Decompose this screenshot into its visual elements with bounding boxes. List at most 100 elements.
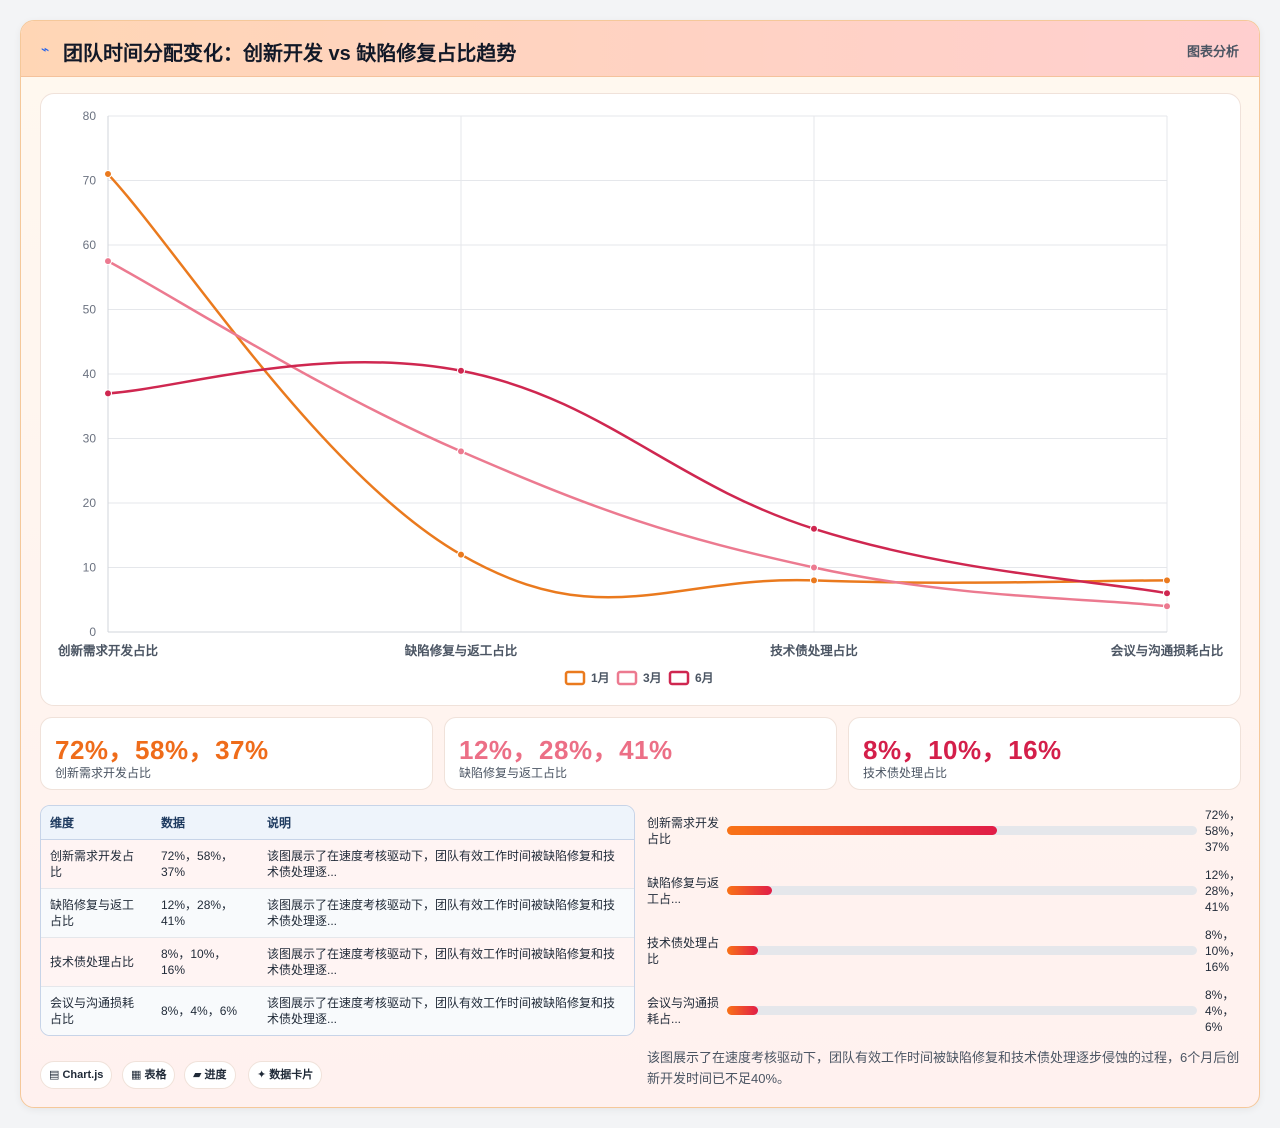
progress-track <box>727 886 1197 895</box>
table-cell: 该图展示了在速度考核驱动下，团队有效工作时间被缺陷修复和技术债处理逐... <box>267 946 616 977</box>
progress-row: 会议与沟通损耗占... 8%，4%，6% <box>645 988 1245 1045</box>
table-header-description: 说明 <box>258 806 634 840</box>
progress-row: 创新需求开发占比 72%，58%，37% <box>645 808 1245 865</box>
table-cell: 缺陷修复与返工占比 <box>50 897 135 928</box>
y-tick-label: 70 <box>83 174 97 188</box>
data-point <box>1163 589 1171 598</box>
y-tick-label: 80 <box>83 109 97 123</box>
progress-label: 创新需求开发占比 <box>647 816 720 846</box>
legend-swatch <box>616 670 638 686</box>
card-header: ⌁ 团队时间分配变化：创新开发 vs 缺陷修复占比趋势 图表分析 <box>21 21 1259 77</box>
progress-label: 技术债处理占比 <box>647 936 720 966</box>
chart-panel: 0 10 20 30 40 50 60 70 80 创新需求开发占比 缺陷修复与返工占比 技术债处理占… <box>40 93 1241 706</box>
progress-fill <box>727 886 772 895</box>
stat-card-innovation: 72%，58%，37% 创新需求开发占比 <box>40 717 433 790</box>
table-cell: 8%，10%，16% <box>161 946 227 977</box>
x-tick-label: 会议与沟通损耗占比 <box>1111 643 1224 658</box>
table-header-row: 维度 数据 说明 <box>41 806 634 840</box>
progress-fill <box>727 826 998 835</box>
tag-progress[interactable]: ▰ 进度 <box>184 1061 236 1089</box>
table-cell: 12%，28%，41% <box>161 897 234 928</box>
y-tick-label: 10 <box>83 561 97 575</box>
tag-data-card[interactable]: ✦ 数据卡片 <box>248 1061 323 1089</box>
legend-swatch <box>564 670 586 686</box>
chart-icon: ▤ <box>49 1069 63 1081</box>
progress-track <box>727 1006 1197 1015</box>
stat-value: 72%，58%，37% <box>55 735 269 765</box>
table-icon: ▦ <box>131 1069 145 1081</box>
data-point <box>810 563 818 572</box>
progress-track <box>727 946 1197 955</box>
data-point <box>104 389 112 398</box>
data-point <box>1163 576 1171 585</box>
y-tick-label: 60 <box>83 238 97 252</box>
table-row: 创新需求开发占比 72%，58%，37% 该图展示了在速度考核驱动下，团队有效工… <box>41 839 634 888</box>
y-tick-label: 0 <box>89 625 96 639</box>
legend-label: 3月 <box>643 671 662 685</box>
progress-label: 缺陷修复与返工占... <box>647 876 720 906</box>
table-cell: 该图展示了在速度考核驱动下，团队有效工作时间被缺陷修复和技术债处理逐... <box>267 897 616 928</box>
data-table: 维度 数据 说明 创新需求开发占比 72%，58%，37% 该图展示了在速度考核… <box>40 805 635 1036</box>
series-line-2 <box>107 360 1168 595</box>
progress-value: 8%，10%，16% <box>1205 928 1242 974</box>
y-tick-label: 30 <box>83 432 97 446</box>
table-cell: 8%，4%，6% <box>161 1003 238 1018</box>
x-tick-label: 技术债处理占比 <box>770 643 858 658</box>
table-header-data: 数据 <box>152 806 258 840</box>
tag-chartjs[interactable]: ▤ Chart.js <box>40 1061 113 1089</box>
legend-label: 6月 <box>695 671 714 685</box>
report-card: ⌁ 团队时间分配变化：创新开发 vs 缺陷修复占比趋势 图表分析 0 10 20 30… <box>20 20 1260 1108</box>
table-row: 技术债处理占比 8%，10%，16% 该图展示了在速度考核驱动下，团队有效工作时… <box>41 937 634 986</box>
table-header-dimension: 维度 <box>41 806 152 840</box>
table-row: 缺陷修复与返工占比 12%，28%，41% 该图展示了在速度考核驱动下，团队有效… <box>41 888 634 937</box>
series-line-0 <box>107 173 1168 599</box>
stat-card-defects: 12%，28%，41% 缺陷修复与返工占比 <box>444 717 837 790</box>
summary-text: 该图展示了在速度考核驱动下，团队有效工作时间被缺陷修复和技术债处理逐步侵蚀的过程… <box>647 1050 1240 1086</box>
tag-label: Chart.js <box>62 1069 104 1081</box>
progress-icon: ▰ <box>193 1069 205 1081</box>
table-cell: 技术债处理占比 <box>50 954 135 969</box>
x-tick-label: 创新需求开发占比 <box>57 643 159 658</box>
tag-label: 表格 <box>144 1069 167 1081</box>
y-tick-label: 40 <box>83 367 97 381</box>
x-tick-label: 缺陷修复与返工占比 <box>405 643 518 658</box>
progress-fill <box>727 946 758 955</box>
progress-label: 会议与沟通损耗占... <box>647 996 720 1026</box>
y-tick-label: 20 <box>83 496 97 510</box>
progress-value: 72%，58%，37% <box>1205 808 1242 854</box>
card-icon: ✦ <box>257 1069 270 1081</box>
data-point <box>104 257 112 266</box>
progress-value: 8%，4%，6% <box>1205 988 1235 1034</box>
progress-row: 技术债处理占比 8%，10%，16% <box>645 928 1245 985</box>
stat-value: 8%，10%，16% <box>863 735 1062 765</box>
page-title: 团队时间分配变化：创新开发 vs 缺陷修复占比趋势 <box>63 43 517 65</box>
progress-row: 缺陷修复与返工占... 12%，28%，41% <box>645 868 1245 925</box>
progress-track <box>727 826 1197 835</box>
stat-label: 创新需求开发占比 <box>55 766 152 780</box>
stat-value: 12%，28%，41% <box>459 735 673 765</box>
stat-card-techdebt: 8%，10%，16% 技术债处理占比 <box>848 717 1241 790</box>
progress-fill <box>727 1006 758 1015</box>
data-point <box>810 524 818 533</box>
table-row: 会议与沟通损耗占比 8%，4%，6% 该图展示了在速度考核驱动下，团队有效工作时… <box>41 986 634 1035</box>
stat-label: 技术债处理占比 <box>863 766 948 780</box>
data-point <box>457 366 465 375</box>
legend-label: 1月 <box>591 671 610 685</box>
data-point <box>104 170 112 179</box>
table-cell: 72%，58%，37% <box>161 848 234 879</box>
stat-label: 缺陷修复与返工占比 <box>459 766 568 780</box>
chart-analysis-link[interactable]: 图表分析 <box>1186 44 1239 59</box>
tag-label: 数据卡片 <box>269 1069 314 1081</box>
tag-label: 进度 <box>204 1069 227 1081</box>
series-line-1 <box>107 260 1168 608</box>
y-tick-label: 50 <box>83 303 97 317</box>
table-cell: 该图展示了在速度考核驱动下，团队有效工作时间被缺陷修复和技术债处理逐... <box>267 848 616 879</box>
data-point <box>810 576 818 585</box>
legend-swatch <box>668 670 690 686</box>
data-point <box>457 550 465 559</box>
tag-table[interactable]: ▦ 表格 <box>122 1061 176 1089</box>
table-cell: 该图展示了在速度考核驱动下，团队有效工作时间被缺陷修复和技术债处理逐... <box>267 995 616 1026</box>
trend-icon: ⌁ <box>41 41 50 57</box>
data-point <box>457 447 465 456</box>
line-chart: 0 10 20 30 40 50 60 70 80 创新需求开发占比 缺陷修复与返工占比 技术债处理占… <box>57 109 1224 686</box>
